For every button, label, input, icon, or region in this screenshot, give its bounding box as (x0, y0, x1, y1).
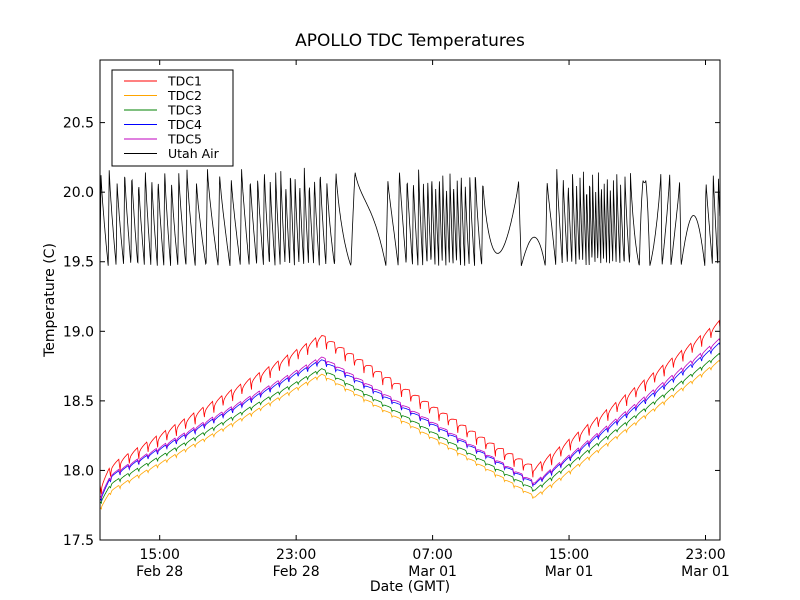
y-tick-label: 20.5 (63, 116, 94, 132)
series-line-tdc1 (99, 319, 721, 495)
y-tick-label: 18.0 (63, 463, 94, 479)
plot-lines (99, 167, 721, 510)
y-tick-label: 19.5 (63, 255, 94, 271)
x-tick-label-date: Feb 28 (136, 564, 183, 580)
legend-frame (111, 69, 234, 167)
x-axis-label: Date (GMT) (370, 579, 450, 595)
x-tick-label-time: 23:00 (685, 547, 725, 563)
axes-frame (99, 59, 721, 541)
y-axis-label: Temperature (C) (42, 243, 58, 358)
y-tick-label: 17.5 (63, 533, 94, 549)
chart-title: APOLLO TDC Temperatures (295, 31, 525, 51)
series-line-tdc4 (99, 342, 721, 502)
x-tick-label-time: 15:00 (140, 547, 180, 563)
legend-label: TDC3 (167, 103, 202, 118)
x-tick-label-date: Mar 01 (681, 564, 730, 580)
y-tick-label: 20.0 (63, 185, 94, 201)
x-tick-label-time: 15:00 (549, 547, 589, 563)
x-tick-label-date: Mar 01 (408, 564, 457, 580)
legend-label: TDC5 (167, 132, 202, 147)
x-tick-label-time: 07:00 (412, 547, 452, 563)
x-tick-label-date: Feb 28 (273, 564, 320, 580)
legend-label: TDC2 (167, 88, 202, 103)
series-line-tdc2 (99, 359, 721, 510)
legend-label: Utah Air (168, 146, 220, 161)
y-tick-label: 19.0 (63, 324, 94, 340)
legend-label: TDC1 (167, 74, 202, 89)
y-tick-label: 18.5 (63, 394, 94, 410)
series-line-utah-air (99, 167, 721, 266)
series-line-tdc3 (99, 352, 721, 505)
legend-label: TDC4 (167, 117, 202, 132)
y-ticks: 17.5 18.0 18.5 19.0 19.5 20.0 20.5 (63, 116, 720, 549)
series-line-tdc5 (99, 338, 721, 499)
x-tick-label-time: 23:00 (276, 547, 316, 563)
x-tick-label-date: Mar 01 (545, 564, 594, 580)
